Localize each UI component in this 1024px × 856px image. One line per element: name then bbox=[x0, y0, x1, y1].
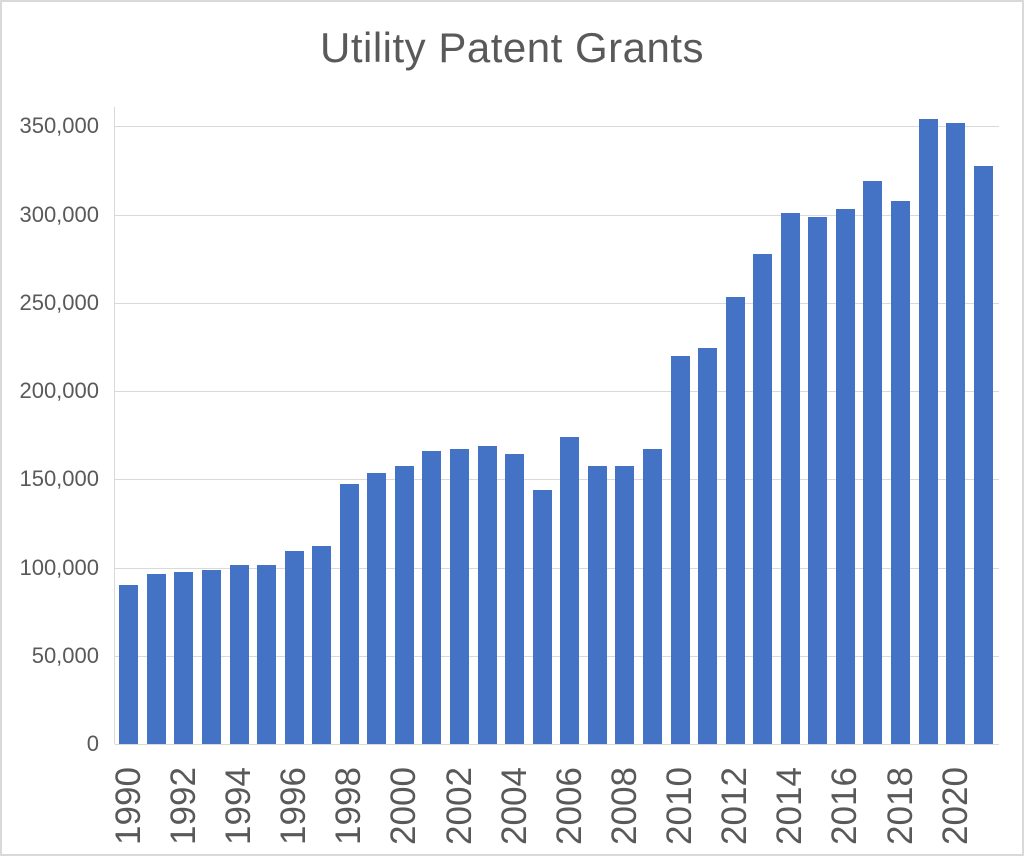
bar-2013 bbox=[753, 253, 773, 744]
x-tick-label-2016: 2016 bbox=[825, 767, 865, 845]
bar-2010 bbox=[670, 356, 690, 744]
bar-2021 bbox=[973, 166, 993, 744]
plot-area bbox=[114, 107, 999, 745]
bar-2020 bbox=[946, 122, 966, 744]
bar-1992 bbox=[174, 572, 194, 744]
x-tick-label-2012: 2012 bbox=[715, 767, 755, 845]
y-tick-label: 350,000 bbox=[19, 113, 99, 139]
bar-2017 bbox=[863, 181, 883, 744]
x-tick-label-1992: 1992 bbox=[163, 767, 203, 845]
gridline-350000 bbox=[115, 126, 999, 128]
chart-title: Utility Patent Grants bbox=[320, 24, 704, 71]
y-tick-label: 0 bbox=[86, 731, 99, 756]
bar-1994 bbox=[229, 564, 249, 744]
x-tick-label-2004: 2004 bbox=[494, 767, 534, 845]
bar-1990 bbox=[119, 584, 139, 744]
x-tick-label-2006: 2006 bbox=[549, 767, 589, 845]
bar-2015 bbox=[808, 217, 828, 744]
x-tick-label-2014: 2014 bbox=[770, 767, 810, 845]
gridline-250000 bbox=[115, 302, 999, 304]
bar-1995 bbox=[257, 565, 277, 744]
y-tick-label: 150,000 bbox=[19, 466, 99, 492]
bar-2008 bbox=[615, 465, 635, 744]
bar-2000 bbox=[394, 466, 414, 744]
bar-2003 bbox=[477, 445, 497, 744]
bar-2004 bbox=[505, 454, 525, 744]
y-tick-label: 200,000 bbox=[19, 378, 99, 404]
gridline-50000 bbox=[115, 655, 999, 657]
x-tick-label-2018: 2018 bbox=[880, 767, 920, 845]
bar-1993 bbox=[201, 570, 221, 744]
bar-2014 bbox=[780, 213, 800, 744]
gridline-150000 bbox=[115, 479, 999, 481]
bar-2016 bbox=[835, 209, 855, 744]
bar-2019 bbox=[918, 118, 938, 744]
bar-1997 bbox=[312, 546, 332, 744]
gridline-300000 bbox=[115, 214, 999, 216]
bar-1998 bbox=[339, 483, 359, 744]
x-tick-label-2000: 2000 bbox=[384, 767, 424, 845]
bar-2001 bbox=[422, 451, 442, 744]
bar-2012 bbox=[725, 297, 745, 744]
bar-2007 bbox=[587, 466, 607, 744]
gridline-0 bbox=[115, 744, 999, 745]
y-axis-line bbox=[114, 107, 115, 744]
bar-1999 bbox=[367, 473, 387, 744]
x-tick-label-2020: 2020 bbox=[935, 767, 975, 845]
bar-1991 bbox=[146, 573, 166, 744]
bar-2011 bbox=[698, 347, 718, 744]
bar-2005 bbox=[532, 490, 552, 744]
x-tick-label-1998: 1998 bbox=[329, 767, 369, 845]
y-tick-label: 100,000 bbox=[19, 554, 99, 580]
gridline-200000 bbox=[115, 391, 999, 393]
y-tick-label: 50,000 bbox=[31, 642, 99, 668]
gridline-100000 bbox=[115, 567, 999, 569]
y-tick-label: 300,000 bbox=[19, 201, 99, 227]
bar-2009 bbox=[642, 448, 662, 744]
x-tick-label-1994: 1994 bbox=[219, 767, 259, 845]
bar-2018 bbox=[891, 200, 911, 744]
x-tick-label-2008: 2008 bbox=[604, 767, 644, 845]
bar-1996 bbox=[284, 550, 304, 744]
x-tick-label-1996: 1996 bbox=[274, 767, 314, 845]
y-tick-label: 250,000 bbox=[19, 289, 99, 315]
x-tick-label-2002: 2002 bbox=[439, 767, 479, 845]
x-tick-label-2010: 2010 bbox=[660, 767, 700, 845]
bar-2006 bbox=[560, 437, 580, 744]
bar-2002 bbox=[450, 448, 470, 744]
x-tick-label-1990: 1990 bbox=[108, 767, 148, 845]
